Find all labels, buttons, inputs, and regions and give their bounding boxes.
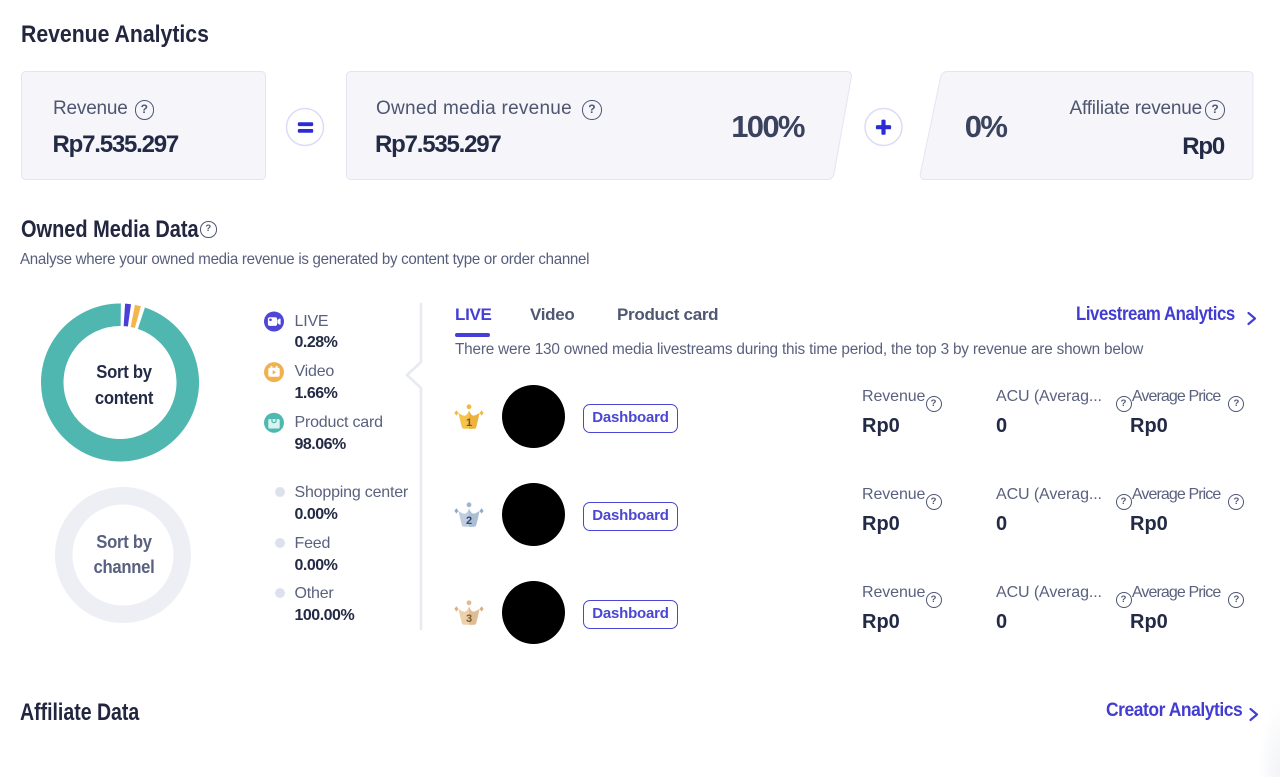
svg-text:2: 2	[466, 515, 472, 527]
svg-text:1: 1	[466, 417, 472, 429]
svg-text:3: 3	[466, 613, 472, 625]
